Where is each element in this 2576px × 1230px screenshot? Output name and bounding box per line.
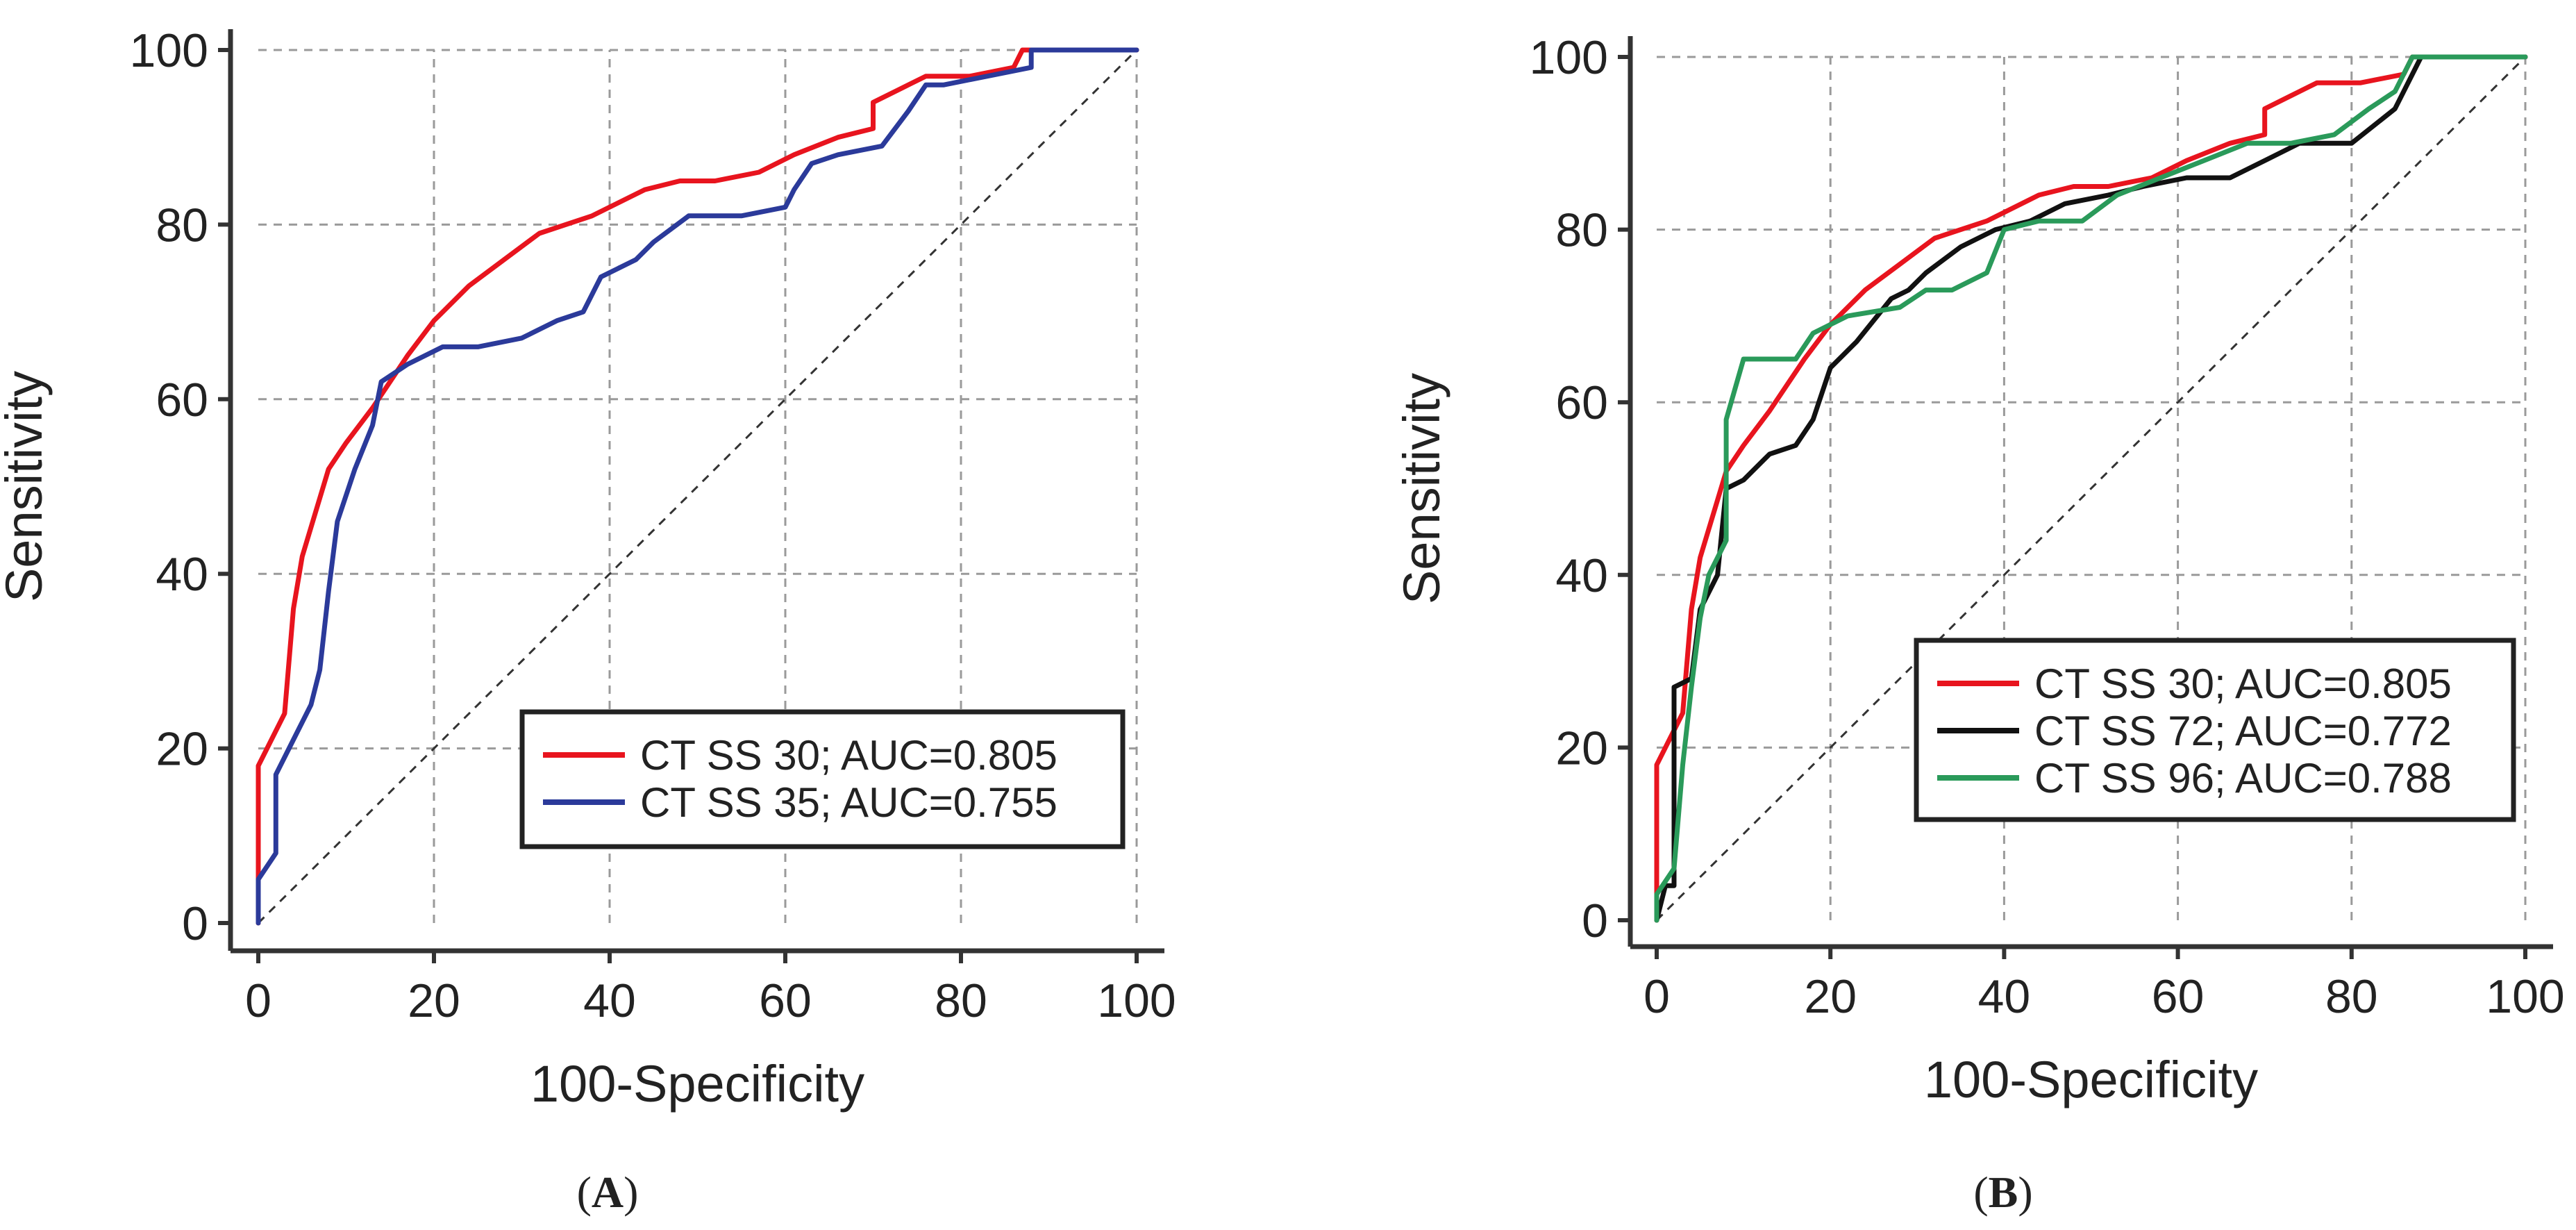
diagonal-reference-line	[1655, 56, 2527, 922]
roc-panel-a: 0 20 40 60 80 100 0 20 40 60 80 100 100-Specificity S…	[0, 24, 1176, 1217]
roc-curve-3	[1654, 54, 2528, 923]
x-tick-label: 40	[1978, 970, 2031, 1023]
roc-curve-2	[256, 47, 1139, 926]
legend-label: CT SS 72; AUC=0.772	[2034, 708, 2452, 754]
y-tick-label: 0	[1582, 895, 1608, 947]
legend-label: CT SS 30; AUC=0.805	[2034, 660, 2452, 707]
y-tick-label: 40	[1555, 549, 1608, 602]
legend-label: CT SS 30; AUC=0.805	[640, 732, 1057, 779]
x-tick-label: 20	[408, 974, 460, 1027]
y-tick-label: 80	[156, 199, 208, 251]
y-axis-label: Sensitivity	[0, 371, 53, 602]
y-tick-label: 20	[156, 723, 208, 776]
y-tick-label: 0	[182, 897, 208, 950]
y-tick-label: 60	[156, 374, 208, 426]
diagonal-reference-line	[257, 49, 1138, 924]
roc-curve-1	[1654, 54, 2528, 923]
panel-label: (A)	[577, 1167, 639, 1217]
legend-label: CT SS 35; AUC=0.755	[640, 779, 1057, 826]
x-tick-label: 20	[1804, 970, 1857, 1023]
x-tick-label: 100	[2486, 970, 2564, 1023]
x-axis-label: 100-Specificity	[530, 1055, 864, 1113]
y-tick-label: 20	[1555, 722, 1608, 774]
y-tick-label: 40	[156, 548, 208, 601]
x-tick-label: 80	[935, 974, 987, 1027]
panel-label: (B)	[1973, 1167, 2032, 1217]
x-tick-label: 60	[2152, 970, 2205, 1023]
y-tick-label: 60	[1555, 376, 1608, 429]
x-tick-label: 40	[583, 974, 636, 1027]
roc-panel-b: 0 20 40 60 80 100 0 20 40 60 80 100 100-Specificity S…	[1393, 31, 2565, 1217]
legend-box	[519, 709, 1126, 849]
legend-label: CT SS 96; AUC=0.788	[2034, 755, 2452, 801]
y-tick-label: 80	[1555, 204, 1608, 257]
y-tick-label: 100	[1530, 31, 1608, 84]
x-tick-label: 60	[759, 974, 812, 1027]
x-tick-label: 80	[2325, 970, 2378, 1023]
x-tick-label: 0	[245, 974, 271, 1027]
x-tick-label: 100	[1097, 974, 1176, 1027]
x-axis-label: 100-Specificity	[1924, 1051, 2258, 1108]
y-tick-label: 100	[130, 24, 208, 77]
x-tick-label: 0	[1644, 970, 1670, 1023]
roc-curve-1	[256, 47, 1139, 926]
y-axis-label: Sensitivity	[1393, 373, 1450, 604]
